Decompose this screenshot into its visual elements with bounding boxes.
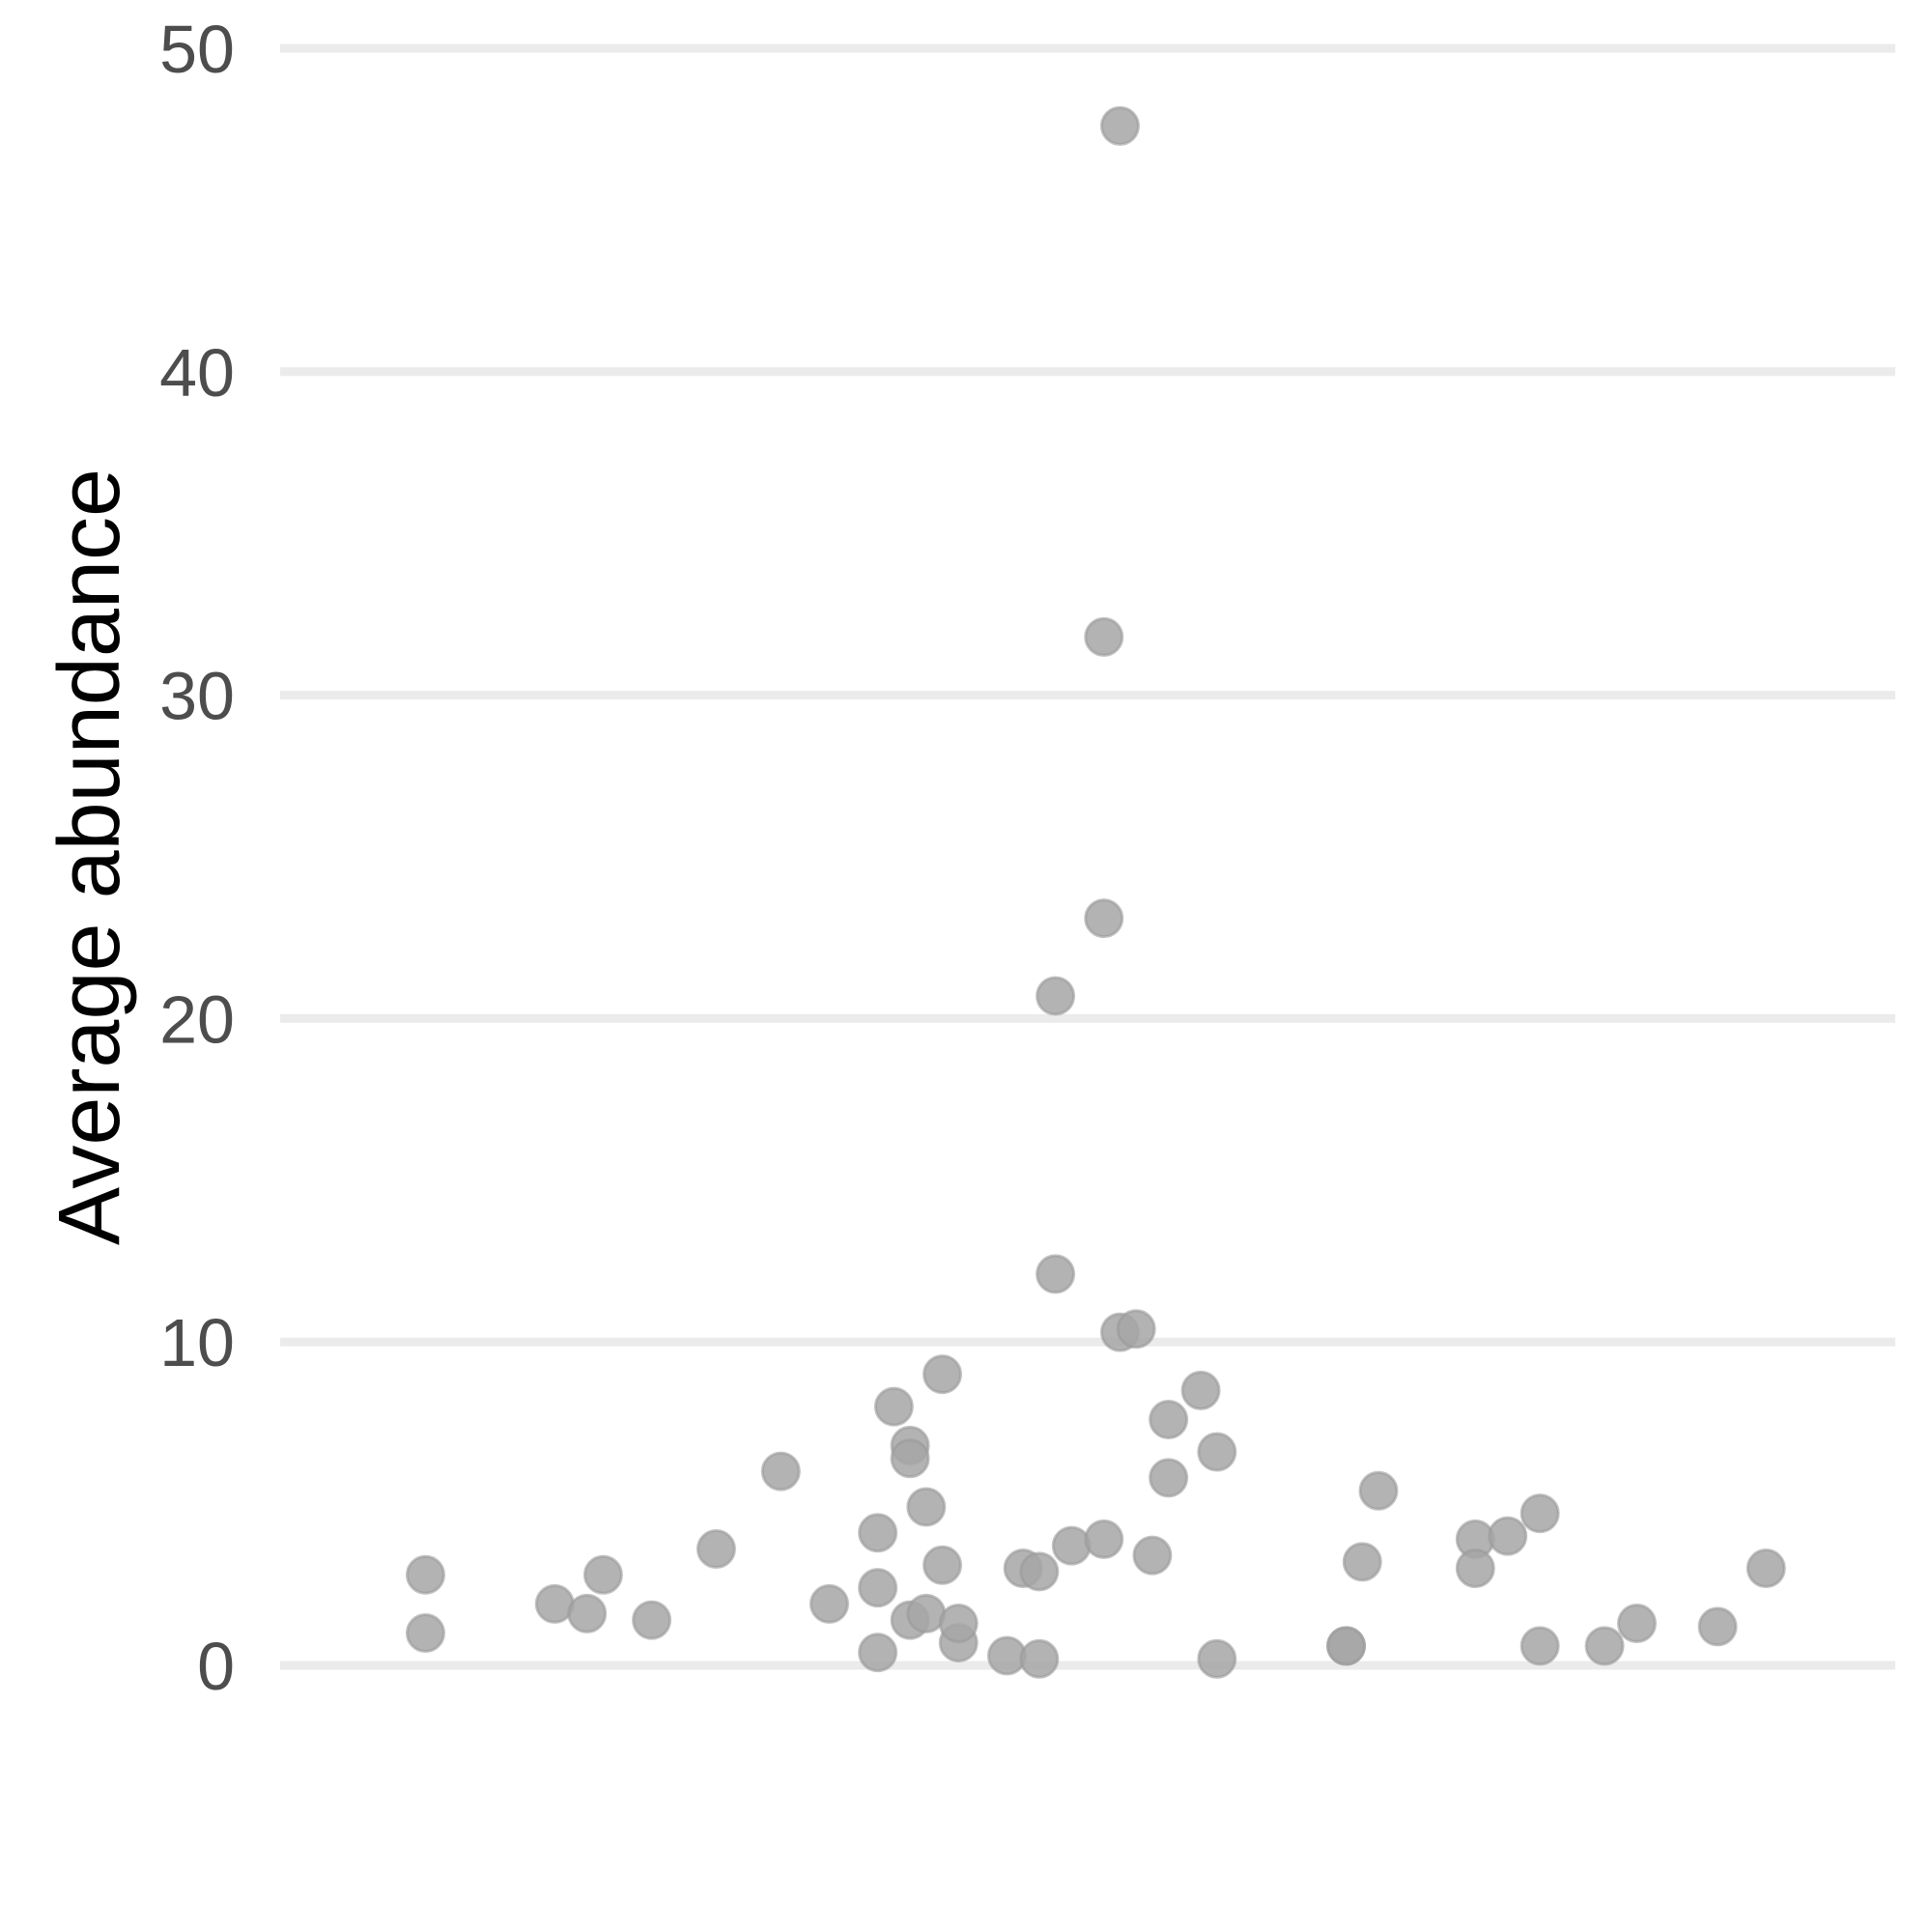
y-axis-label: Average abundance: [42, 469, 138, 1245]
y-tick-labels: 0 10 20 30 40 50: [159, 12, 235, 1704]
data-point: [567, 1593, 608, 1634]
data-point: [1019, 1551, 1060, 1592]
gridlines: [280, 43, 1895, 1670]
data-point: [873, 1386, 914, 1427]
data-point: [858, 1568, 898, 1608]
y-tick-label: 0: [197, 1629, 235, 1704]
data-point: [1036, 1254, 1076, 1294]
data-point: [1116, 1309, 1156, 1350]
data-point: [1358, 1470, 1399, 1511]
data-point: [632, 1600, 672, 1640]
data-point: [405, 1554, 445, 1595]
data-point: [858, 1513, 898, 1553]
data-point: [1149, 1400, 1189, 1440]
data-point: [1584, 1626, 1625, 1666]
data-point: [923, 1354, 963, 1395]
y-tick-label: 30: [159, 659, 235, 734]
data-point: [906, 1487, 947, 1527]
data-point: [1180, 1370, 1221, 1410]
data-point: [405, 1613, 445, 1654]
data-point: [1197, 1638, 1237, 1679]
data-point: [1326, 1626, 1367, 1666]
data-point: [696, 1528, 736, 1569]
data-point: [1520, 1626, 1560, 1666]
data-point: [1099, 105, 1140, 146]
data-point: [1051, 1525, 1092, 1566]
data-point: [1036, 976, 1076, 1016]
data-point: [809, 1583, 849, 1624]
y-tick-label: 20: [159, 981, 235, 1057]
y-tick-label: 50: [159, 12, 235, 87]
data-point: [1616, 1603, 1657, 1643]
data-point: [858, 1633, 898, 1673]
data-point: [923, 1545, 963, 1585]
data-point: [1746, 1548, 1786, 1589]
data-point: [1697, 1606, 1738, 1647]
data-point: [1084, 1519, 1124, 1559]
data-point: [1342, 1542, 1382, 1582]
data-point: [760, 1451, 801, 1492]
data-point: [938, 1603, 979, 1643]
data-point: [1132, 1535, 1173, 1576]
data-point: [1488, 1516, 1528, 1556]
data-point: [1520, 1493, 1560, 1534]
y-tick-label: 10: [159, 1305, 235, 1380]
y-tick-label: 40: [159, 335, 235, 411]
data-point: [1149, 1458, 1189, 1498]
data-point: [890, 1438, 930, 1479]
data-point: [1084, 616, 1124, 657]
data-point: [582, 1554, 623, 1595]
data-point: [1084, 898, 1124, 939]
data-points: [405, 105, 1786, 1679]
data-point: [1019, 1638, 1060, 1679]
data-point: [1455, 1548, 1495, 1589]
data-point: [1197, 1432, 1237, 1472]
